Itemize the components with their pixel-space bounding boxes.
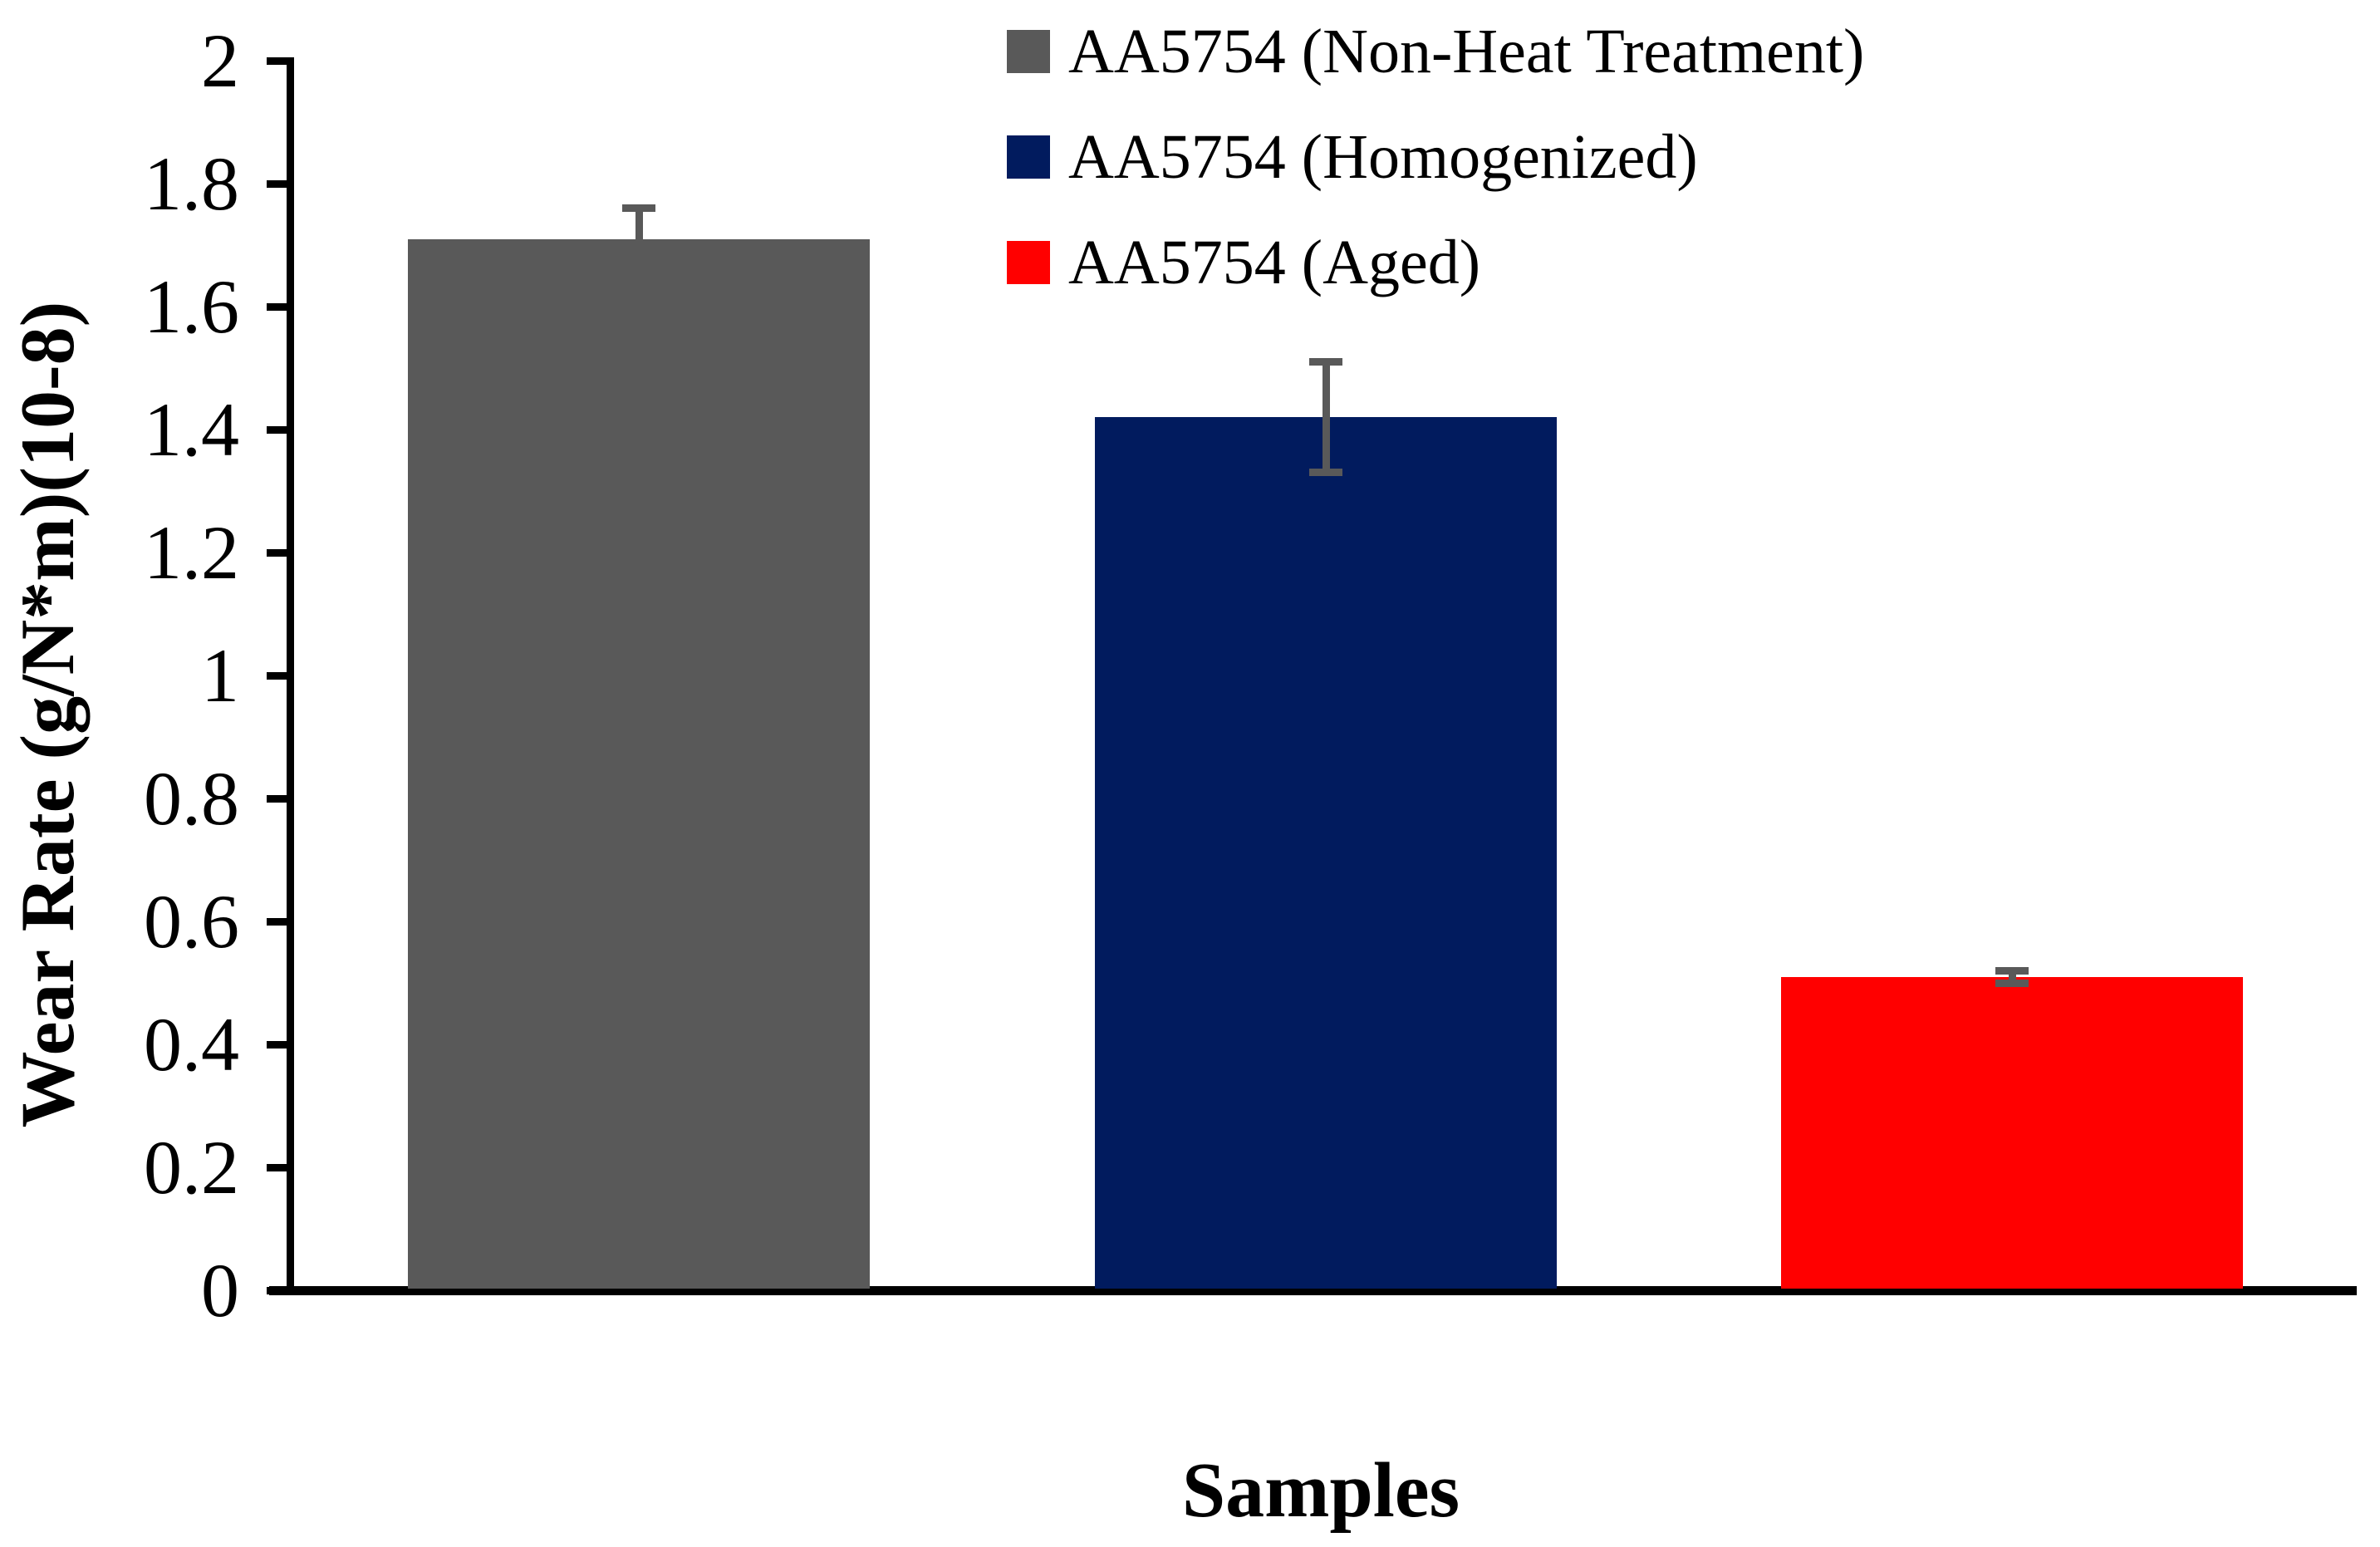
x-axis-line: [269, 1286, 2357, 1295]
legend-swatch-1: [1007, 30, 1050, 73]
y-tick: [267, 302, 290, 311]
y-tick-label: 0.2: [144, 1125, 239, 1210]
y-tick-label: 0.8: [144, 756, 239, 841]
y-tick: [267, 671, 290, 680]
y-tick-label: 1: [201, 633, 239, 718]
y-tick: [267, 56, 290, 65]
y-tick: [267, 1286, 290, 1294]
legend-label-3: AA5754 (Aged): [1068, 228, 1481, 297]
y-tick: [267, 548, 290, 557]
y-tick-label: 0.4: [144, 1002, 239, 1087]
error-bar-cap-bottom: [622, 266, 655, 274]
y-tick-label: 2: [201, 18, 239, 103]
bar-aged: [1781, 976, 2243, 1289]
error-bar-cap-bottom: [1995, 979, 2029, 987]
y-tick: [267, 1163, 290, 1171]
legend-label-1: AA5754 (Non-Heat Treatment): [1068, 17, 1865, 86]
error-bar-line: [635, 208, 643, 270]
bar-non-heat-treatment: [408, 238, 870, 1289]
y-tick: [267, 794, 290, 803]
legend-label-2: AA5754 (Homogenized): [1068, 122, 1698, 192]
error-bar-line: [2008, 970, 2016, 983]
error-bar-cap-bottom: [1309, 469, 1342, 477]
y-tick: [267, 425, 290, 434]
error-bar-cap-top: [622, 204, 655, 213]
y-tick-label: 1.8: [144, 141, 239, 226]
x-axis-title: Samples: [1181, 1447, 1460, 1534]
legend-swatch-2: [1007, 135, 1050, 179]
y-tick-label: 1.4: [144, 387, 239, 472]
error-bar-cap-top: [1309, 358, 1342, 366]
y-tick-label: 0.6: [144, 879, 239, 964]
y-tick: [267, 917, 290, 926]
y-tick-label: 1.6: [144, 264, 239, 349]
y-axis-line: [287, 57, 294, 1295]
legend-swatch-3: [1007, 241, 1050, 284]
y-axis-title: Wear Rate (g/N*m)(10-8): [5, 301, 90, 1128]
error-bar-line: [1322, 361, 1330, 473]
error-bar-cap-top: [1995, 966, 2029, 975]
bar-homogenized: [1095, 417, 1557, 1289]
y-tick-label: 0: [201, 1248, 239, 1333]
y-tick: [267, 1040, 290, 1049]
y-tick-label: 1.2: [144, 510, 239, 595]
y-tick: [267, 179, 290, 188]
